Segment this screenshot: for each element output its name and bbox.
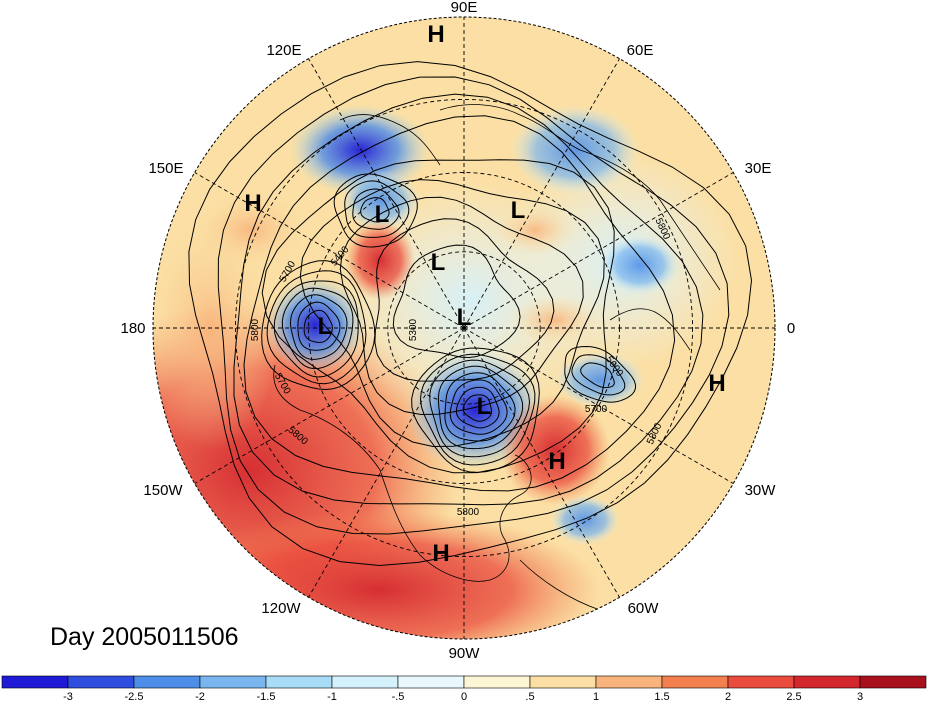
colorbar-swatch [859,675,927,689]
contour-line [360,197,390,223]
contour-label: 5800 [250,318,261,341]
colorbar-tick-label: 1.5 [654,691,669,702]
high-pressure-marker: H [708,370,725,397]
lon-label-120e: 120E [266,42,301,59]
colorbar-tick-label: -2 [195,691,205,702]
low-pressure-marker: L [318,313,333,340]
contour-line [303,309,333,344]
lon-label-60e: 60E [627,42,654,59]
contour-line [419,353,536,466]
colorbar-swatch [133,675,201,689]
contour-line [273,280,359,378]
colorbar-tick-label: -3 [63,691,73,702]
colorbar-tick-label: .5 [525,691,534,702]
high-pressure-marker: H [244,190,261,217]
contour-line [266,270,367,385]
lon-label-150w: 150W [143,482,183,499]
longitude-labels: 90E 120E 60E 150E 30E 180 0 150W 30W 120… [120,0,795,662]
low-pressure-marker: L [431,249,446,276]
contour-line [243,115,676,492]
contour-label: 5800 [457,507,480,518]
lon-label-30e: 30E [745,160,772,177]
colorbar-swatch [463,675,531,689]
high-pressure-marker: H [432,540,449,567]
contour-line [261,260,376,391]
map-boundary [152,16,776,640]
contour-label: 5300 [408,318,419,341]
contour-line [344,180,410,238]
date-label: Day 2005011506 [50,623,239,651]
colorbar-swatch [727,675,795,689]
lon-label-150e: 150E [148,160,183,177]
contour-line [281,287,354,370]
meridian-line [463,327,734,484]
coastlines [273,104,721,611]
high-pressure-marker: H [427,21,444,48]
meridian-line [463,172,734,329]
low-pressure-marker: L [511,197,526,224]
colorbar-tick-label: -.5 [392,691,405,702]
pressure-centers: H H L L L L L L H H H [244,21,725,567]
contour-line [411,347,540,473]
contour-line [297,301,341,351]
contour-line [571,354,626,396]
colorbar-tick-label: 3 [857,691,863,702]
contour-line [374,218,555,382]
lon-label-180: 180 [120,320,145,337]
contour-label: 5700 [585,404,608,415]
graticule [153,17,775,639]
latitude-circle [234,98,694,558]
lon-label-90e: 90E [451,0,478,16]
contour-line [333,173,418,248]
contour-line [339,196,584,416]
colorbar-swatch [661,675,729,689]
lon-label-60w: 60W [628,600,660,617]
lon-label-0: 0 [787,320,795,337]
contour-line [580,362,615,389]
contour-line [429,359,531,458]
low-pressure-marker: L [375,201,390,228]
contour-line [449,379,508,435]
colorbar-swatch [1,675,69,689]
colorbar-swatch [265,675,333,689]
contour-line [392,244,521,359]
lon-label-90w: 90W [449,645,481,662]
latitude-circle [387,251,541,405]
low-pressure-marker: L [477,393,492,420]
contour-line [437,365,524,450]
colorbar-tick-label: 0 [461,691,467,702]
contour-line [289,294,348,360]
colorbar-swatch [397,675,465,689]
colorbar-tick-label: 2 [725,691,731,702]
colorbar-tick-label: -2.5 [125,691,144,702]
height-contours [188,61,753,567]
contour-line [233,93,704,506]
colorbar-tick-label: -1 [327,691,337,702]
high-pressure-marker: H [548,448,565,475]
contour-line [299,179,605,448]
colorbar-tick-label: -1.5 [257,691,276,702]
colorbar-swatch [67,675,135,689]
contour-line [455,386,500,429]
lon-label-120w: 120W [261,600,301,617]
colorbar-swatch [331,675,399,689]
colorbar-tick-label: 1 [593,691,599,702]
colorbar-swatch [595,675,663,689]
colorbar-swatch [529,675,597,689]
contour-line [444,372,516,442]
contour-line [352,188,400,230]
colorbar-tick-label: 2.5 [786,691,801,702]
contour-line [217,76,730,535]
low-pressure-marker: L [457,304,472,331]
latitude-circle [308,172,620,484]
contour-line [188,61,753,567]
lon-label-30w: 30W [745,482,777,499]
contour-line [564,345,637,403]
colorbar-swatch [793,675,861,689]
colorbar-swatch [199,675,267,689]
colorbar: -3 -2.5 -2 -1.5 -1 -.5 0 .5 1 1.5 2 2.5 3 [1,675,927,702]
